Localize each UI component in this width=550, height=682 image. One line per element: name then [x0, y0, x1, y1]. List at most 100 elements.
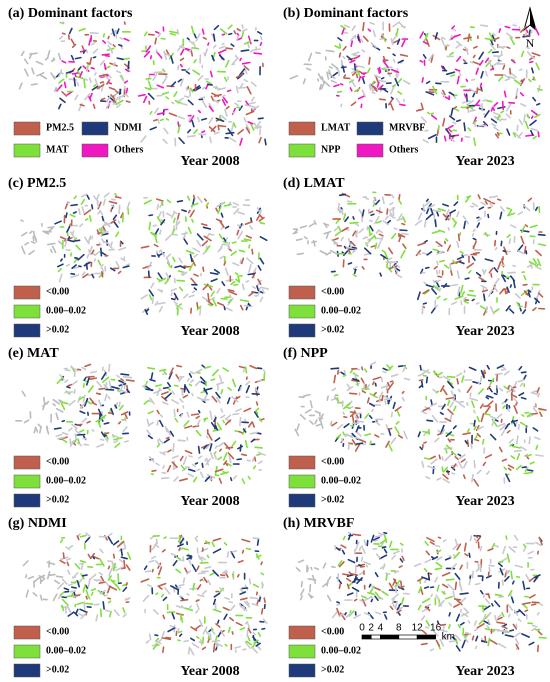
map-feature [426, 204, 436, 209]
map-feature [386, 364, 392, 370]
map-feature [186, 377, 190, 382]
map-feature [230, 43, 235, 47]
map-feature [248, 244, 251, 249]
map-feature [394, 78, 400, 87]
map-feature [417, 242, 427, 247]
map-feature [416, 291, 421, 301]
map-feature [226, 89, 232, 93]
map-feature [361, 390, 367, 394]
map-feature [166, 199, 172, 204]
map-feature [452, 463, 457, 470]
legend-label: 0.00–0.02 [46, 305, 86, 316]
map-feature [68, 544, 74, 550]
map-feature [118, 95, 121, 101]
map-feature [256, 367, 263, 370]
map-feature [68, 583, 73, 586]
map-feature [118, 88, 122, 95]
map-feature [490, 67, 494, 71]
map-feature [396, 274, 403, 279]
map-feature [493, 308, 500, 314]
map-feature [236, 35, 239, 41]
map-feature [452, 405, 457, 412]
map-feature [454, 572, 461, 580]
map-feature [445, 396, 455, 400]
map-feature [380, 385, 390, 389]
map-feature [170, 297, 176, 301]
map-feature [223, 305, 226, 311]
map-feature [327, 72, 336, 79]
map-feature [197, 594, 205, 598]
map-feature [512, 279, 516, 289]
map-feature [188, 262, 194, 272]
map-feature [169, 32, 176, 36]
map-feature [148, 421, 154, 426]
map-feature [87, 237, 91, 244]
map-feature [158, 249, 162, 253]
map-feature [473, 620, 478, 626]
map-feature [100, 575, 105, 582]
map-feature [427, 134, 437, 140]
map-feature [85, 589, 89, 596]
map-feature [503, 370, 510, 376]
scale-tick-label: 8 [396, 623, 402, 634]
map-feature [326, 594, 332, 602]
map-feature [85, 602, 94, 605]
map-feature [319, 419, 324, 429]
map-feature [126, 201, 131, 210]
map-feature [102, 198, 106, 206]
map-feature [452, 121, 457, 125]
map-feature [76, 580, 80, 588]
map-feature [358, 563, 363, 567]
map-feature [180, 47, 185, 56]
map-feature [148, 294, 153, 301]
map-feature [70, 274, 80, 279]
map-feature [59, 559, 66, 565]
map-feature [382, 88, 389, 93]
map-feature [350, 79, 356, 88]
map-feature [437, 429, 442, 434]
map-feature [526, 412, 532, 418]
map-feature [302, 78, 307, 85]
map-feature [125, 87, 129, 94]
map-feature [184, 449, 193, 455]
map-feature [220, 388, 224, 395]
map-feature [392, 603, 396, 608]
map-feature [333, 396, 340, 404]
map-feature [218, 114, 222, 120]
map-feature [235, 621, 243, 627]
map-feature [80, 199, 85, 205]
map-feature [246, 629, 249, 638]
map-feature [425, 32, 429, 37]
map-feature [120, 548, 123, 557]
map-feature [398, 199, 403, 205]
map-feature [79, 608, 87, 613]
map-feature [251, 455, 256, 463]
map-feature [177, 115, 185, 120]
map-feature [115, 566, 124, 572]
map-feature [257, 631, 262, 637]
map-feature [73, 389, 76, 395]
map-feature [252, 285, 256, 290]
map-feature [503, 90, 507, 98]
map-feature [302, 393, 311, 398]
map-feature [98, 399, 102, 408]
legend-label: <0.00 [46, 456, 69, 467]
map-feature [104, 437, 109, 443]
map-feature [209, 70, 213, 78]
map-feature [171, 461, 178, 468]
map-feature [450, 107, 454, 116]
map-feature [190, 637, 195, 642]
map-feature [168, 112, 178, 117]
map-feature [506, 289, 509, 295]
map-feature [501, 274, 507, 283]
map-feature [206, 474, 216, 479]
legend-label: <0.00 [321, 626, 344, 637]
map-feature [96, 83, 105, 90]
map-feature [148, 633, 152, 641]
map-feature [394, 406, 402, 412]
map-feature [73, 239, 81, 242]
legend-label: Others [389, 144, 419, 155]
map-feature [178, 559, 185, 562]
map-feature [373, 74, 381, 79]
map-feature [307, 593, 313, 599]
